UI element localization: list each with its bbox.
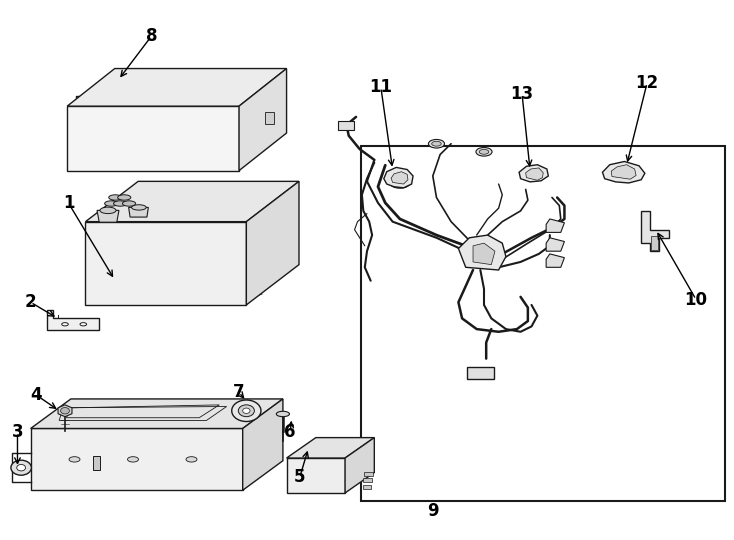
Bar — [467, 367, 493, 379]
Polygon shape — [519, 165, 548, 182]
Polygon shape — [642, 211, 669, 251]
Polygon shape — [459, 235, 506, 270]
Ellipse shape — [432, 141, 441, 146]
Polygon shape — [546, 219, 564, 232]
Polygon shape — [47, 310, 99, 330]
Circle shape — [243, 408, 250, 414]
Circle shape — [17, 464, 26, 471]
Polygon shape — [345, 437, 374, 493]
Polygon shape — [85, 221, 247, 305]
Text: 1: 1 — [63, 194, 74, 212]
Ellipse shape — [479, 150, 489, 154]
Ellipse shape — [123, 201, 136, 206]
Polygon shape — [546, 254, 564, 267]
Text: 11: 11 — [369, 78, 393, 96]
Ellipse shape — [131, 205, 146, 210]
Ellipse shape — [69, 457, 80, 462]
Polygon shape — [58, 405, 72, 417]
Ellipse shape — [476, 147, 492, 156]
Bar — [363, 484, 371, 489]
Polygon shape — [68, 106, 239, 171]
Polygon shape — [384, 167, 413, 188]
Ellipse shape — [100, 207, 116, 214]
Ellipse shape — [105, 201, 117, 206]
Text: 7: 7 — [233, 383, 245, 401]
Bar — [364, 471, 373, 476]
Polygon shape — [286, 437, 374, 458]
Polygon shape — [611, 165, 636, 179]
Circle shape — [11, 460, 32, 475]
Text: 13: 13 — [510, 85, 534, 103]
Circle shape — [239, 405, 255, 417]
Bar — [652, 236, 658, 249]
Circle shape — [232, 400, 261, 422]
Text: 5: 5 — [294, 468, 305, 487]
Polygon shape — [31, 428, 243, 490]
Bar — [363, 478, 372, 482]
Ellipse shape — [109, 195, 122, 200]
Polygon shape — [97, 211, 119, 222]
Bar — [92, 456, 100, 470]
Polygon shape — [68, 69, 286, 106]
Circle shape — [61, 408, 70, 414]
Ellipse shape — [62, 322, 68, 326]
Ellipse shape — [429, 139, 445, 148]
Text: 9: 9 — [427, 502, 439, 519]
Bar — [265, 112, 274, 124]
Text: 3: 3 — [12, 423, 23, 441]
Text: 2: 2 — [25, 293, 37, 311]
Bar — [361, 146, 724, 501]
Polygon shape — [473, 243, 495, 265]
Polygon shape — [31, 399, 283, 428]
Ellipse shape — [114, 201, 127, 206]
Polygon shape — [85, 181, 299, 221]
Polygon shape — [603, 161, 645, 183]
Text: 12: 12 — [636, 74, 658, 92]
Polygon shape — [239, 69, 286, 171]
Ellipse shape — [128, 457, 139, 462]
Ellipse shape — [276, 411, 289, 417]
Text: 4: 4 — [30, 386, 42, 403]
Polygon shape — [243, 399, 283, 490]
Text: 6: 6 — [285, 423, 296, 441]
Polygon shape — [247, 181, 299, 305]
Polygon shape — [128, 207, 148, 217]
Ellipse shape — [117, 195, 131, 200]
Ellipse shape — [186, 457, 197, 462]
Bar — [338, 120, 354, 130]
Polygon shape — [526, 168, 543, 180]
Text: 10: 10 — [685, 291, 708, 308]
Polygon shape — [546, 238, 564, 251]
Polygon shape — [286, 458, 345, 493]
Text: 8: 8 — [145, 28, 157, 45]
Polygon shape — [391, 172, 408, 184]
Ellipse shape — [80, 322, 87, 326]
